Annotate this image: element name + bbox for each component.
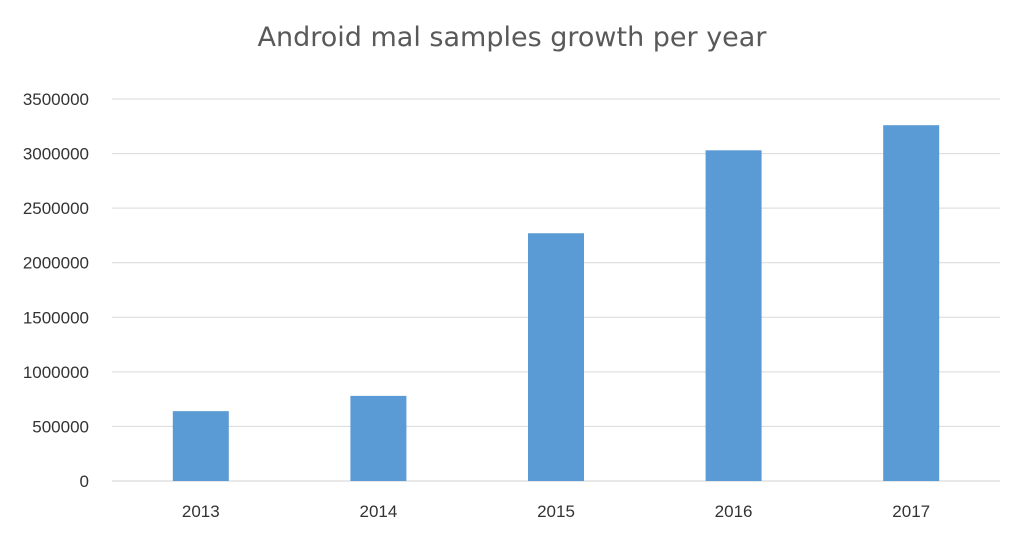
bar — [350, 395, 407, 481]
x-tick-label: 2016 — [715, 502, 753, 521]
bar — [705, 150, 762, 481]
y-tick-label: 1500000 — [23, 308, 89, 327]
bar — [883, 125, 940, 482]
bar — [528, 233, 584, 481]
x-tick-label: 2014 — [359, 502, 397, 521]
y-tick-label: 3000000 — [23, 145, 89, 164]
y-tick-label: 0 — [80, 472, 89, 491]
x-tick-label: 2017 — [892, 502, 930, 521]
y-tick-label: 500000 — [32, 417, 89, 436]
y-tick-label: 3500000 — [23, 90, 89, 109]
y-tick-label: 2500000 — [23, 199, 89, 218]
y-tick-label: 2000000 — [23, 254, 89, 273]
x-tick-label: 2013 — [182, 502, 220, 521]
x-tick-label: 2015 — [537, 502, 575, 521]
chart-title: Android mal samples growth per year — [257, 22, 767, 53]
bar — [172, 411, 229, 481]
y-tick-label: 1000000 — [23, 363, 89, 382]
